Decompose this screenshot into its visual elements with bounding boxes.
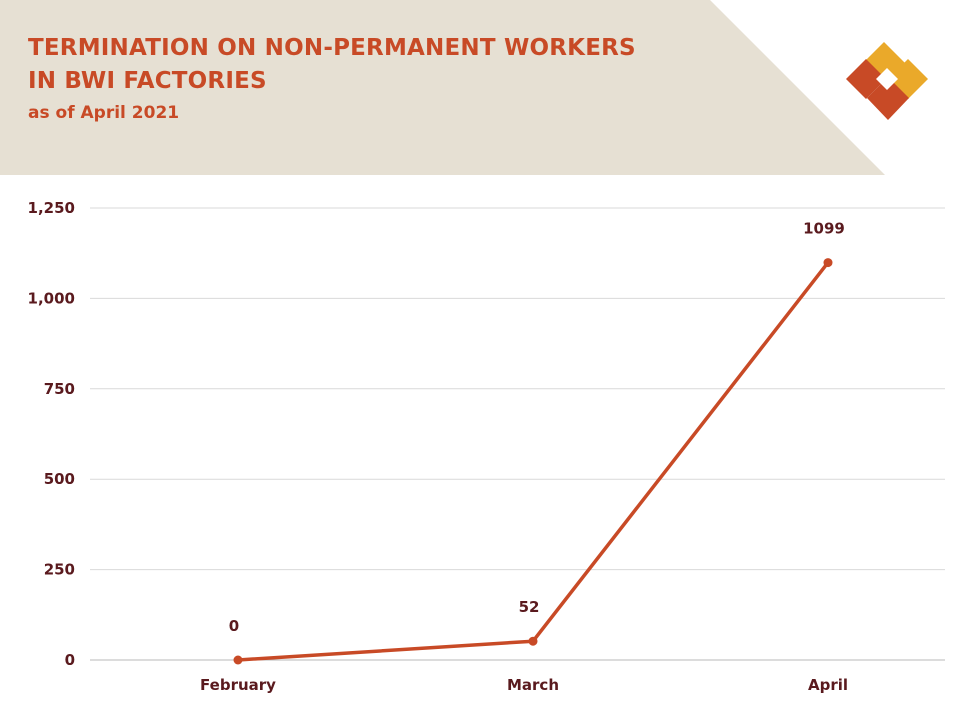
bwi-logo-icon bbox=[846, 42, 928, 120]
y-axis-tick-labels: 0 250 500 750 1,000 1,250 bbox=[28, 199, 75, 669]
x-axis-tick-labels: February March April bbox=[200, 676, 848, 694]
data-label: 0 bbox=[229, 617, 239, 635]
logo-center-square bbox=[876, 68, 898, 90]
y-tick-label: 750 bbox=[44, 380, 75, 398]
data-points bbox=[233, 258, 833, 665]
data-labels: 0 52 1099 bbox=[229, 220, 845, 635]
chart-title-line-1: TERMINATION ON NON-PERMANENT WORKERS bbox=[28, 35, 636, 61]
grid-lines bbox=[90, 207, 945, 661]
y-tick-label: 1,000 bbox=[28, 289, 75, 307]
x-tick-label: February bbox=[200, 676, 276, 694]
y-tick-label: 500 bbox=[44, 470, 75, 488]
data-point bbox=[823, 258, 833, 268]
data-point bbox=[528, 636, 538, 646]
data-label: 1099 bbox=[803, 220, 845, 238]
chart-title-line-2: IN BWI FACTORIES bbox=[28, 68, 267, 94]
x-tick-label: March bbox=[507, 676, 559, 694]
chart-title: TERMINATION ON NON-PERMANENT WORKERS IN … bbox=[28, 32, 708, 98]
y-tick-label: 1,250 bbox=[28, 199, 75, 217]
y-tick-label: 0 bbox=[65, 651, 75, 669]
x-tick-label: April bbox=[808, 676, 848, 694]
chart-subtitle: as of April 2021 bbox=[28, 103, 180, 123]
data-label: 52 bbox=[519, 598, 540, 616]
data-point bbox=[233, 655, 243, 665]
y-tick-label: 250 bbox=[44, 561, 75, 579]
logo-bottom-square bbox=[867, 77, 909, 120]
